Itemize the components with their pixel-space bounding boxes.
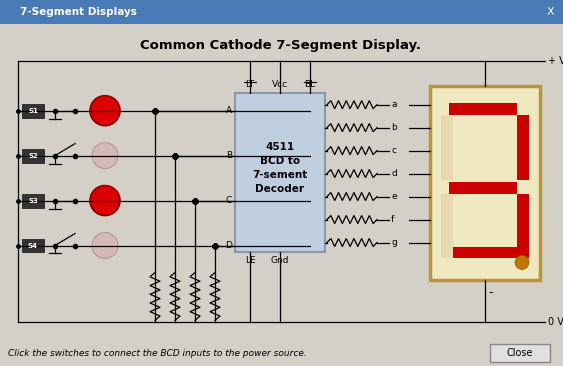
Text: c: c [391, 146, 396, 155]
Text: X: X [546, 7, 554, 17]
Bar [517, 194, 529, 258]
Text: 0 V: 0 V [548, 317, 563, 328]
Bar [22, 239, 44, 253]
Text: LE: LE [245, 257, 255, 265]
Text: g: g [391, 238, 397, 247]
Text: 4511
BCD to
7-sement
Decoder: 4511 BCD to 7-sement Decoder [252, 142, 307, 194]
Bar [517, 115, 529, 180]
Text: Close: Close [507, 348, 533, 358]
Bar [490, 344, 550, 362]
Text: d: d [391, 169, 397, 178]
Text: a: a [391, 100, 396, 109]
Bar [22, 149, 44, 163]
Text: Click the switches to connect the BCD inputs to the power source.: Click the switches to connect the BCD in… [8, 349, 307, 358]
Bar [441, 115, 453, 180]
Bar [449, 247, 517, 258]
Text: e: e [391, 192, 396, 201]
Text: Vcc: Vcc [272, 80, 288, 89]
Text: D: D [225, 241, 232, 250]
Text: B: B [226, 151, 232, 160]
Text: C: C [226, 196, 232, 205]
Bar [22, 104, 44, 117]
Text: S2: S2 [28, 153, 38, 158]
Text: S3: S3 [28, 198, 38, 203]
Circle shape [515, 255, 529, 269]
Circle shape [90, 186, 120, 216]
Bar [235, 93, 325, 253]
Text: S1: S1 [28, 108, 38, 114]
Bar [430, 86, 540, 280]
Text: S4: S4 [28, 243, 38, 249]
Text: 7-Segment Displays: 7-Segment Displays [20, 7, 137, 17]
Text: BL: BL [305, 80, 316, 89]
Bar [22, 194, 44, 208]
Text: + Vs: + Vs [548, 56, 563, 66]
Text: -: - [488, 286, 493, 299]
Bar [441, 194, 453, 258]
Text: A: A [226, 106, 232, 115]
Text: Common Cathode 7-Segment Display.: Common Cathode 7-Segment Display. [141, 39, 422, 52]
Text: LT: LT [245, 80, 254, 89]
Bar [449, 182, 517, 194]
Text: b: b [391, 123, 397, 132]
Text: f: f [391, 215, 394, 224]
Circle shape [92, 143, 118, 169]
Text: Gnd: Gnd [271, 257, 289, 265]
Bar [449, 103, 517, 115]
Circle shape [92, 232, 118, 258]
Circle shape [90, 96, 120, 126]
